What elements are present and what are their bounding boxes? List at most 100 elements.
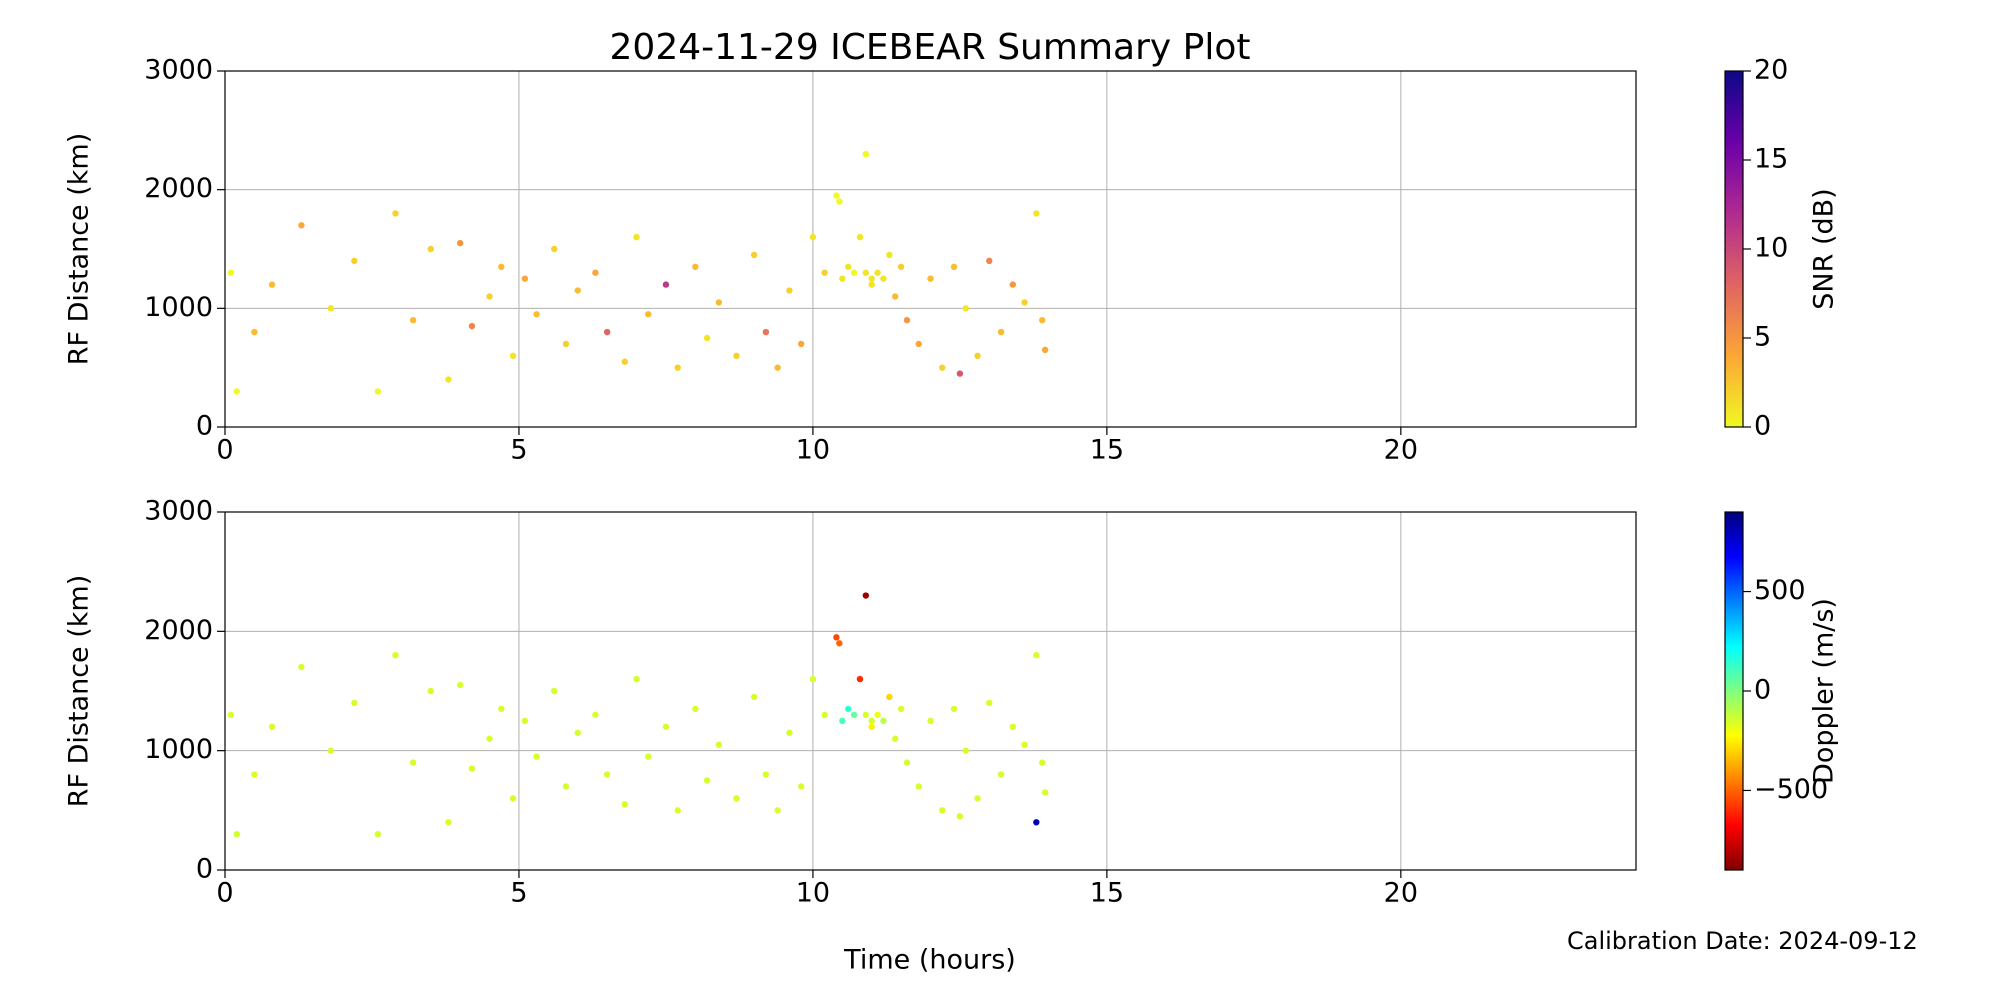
data-point bbox=[562, 340, 570, 348]
data-point bbox=[662, 281, 670, 288]
data-point bbox=[1033, 652, 1040, 659]
colorbar-tick-label: 10 bbox=[1754, 233, 1788, 264]
data-point bbox=[897, 263, 905, 270]
data-point bbox=[692, 263, 699, 270]
data-point bbox=[692, 705, 699, 713]
data-point bbox=[833, 634, 840, 641]
data-point bbox=[862, 711, 870, 719]
data-point bbox=[351, 699, 358, 707]
data-point bbox=[833, 192, 840, 199]
data-point bbox=[821, 269, 828, 276]
data-point bbox=[251, 328, 258, 336]
data-point bbox=[715, 299, 723, 306]
data-point bbox=[750, 693, 758, 701]
data-point bbox=[850, 269, 858, 276]
data-point bbox=[486, 293, 493, 300]
data-point bbox=[268, 723, 276, 730]
data-point bbox=[886, 251, 893, 259]
y-axis-label: RF Distance (km) bbox=[64, 133, 95, 366]
data-point bbox=[1041, 346, 1049, 354]
data-point bbox=[603, 328, 611, 336]
colorbar-tick-label: −500 bbox=[1754, 774, 1828, 805]
data-point bbox=[733, 352, 740, 359]
data-point bbox=[703, 334, 711, 342]
annotation: Calibration Date: 2024-09-12 bbox=[1567, 927, 1918, 955]
data-point bbox=[445, 376, 452, 383]
data-point bbox=[880, 275, 887, 282]
data-point bbox=[456, 239, 464, 247]
plot-frame bbox=[224, 511, 1637, 871]
chart-title: 2024-11-29 ICEBEAR Summary Plot bbox=[610, 27, 1251, 68]
data-point bbox=[633, 233, 640, 241]
colorbar-tick-label: 0 bbox=[1754, 411, 1771, 442]
data-point bbox=[621, 358, 628, 365]
data-point bbox=[997, 328, 1005, 336]
data-point bbox=[844, 263, 852, 270]
data-point bbox=[733, 795, 740, 802]
colorbar-label: SNR (dB) bbox=[1809, 188, 1840, 309]
data-point bbox=[1033, 210, 1040, 217]
data-point bbox=[950, 705, 958, 713]
data-point bbox=[986, 257, 993, 265]
data-point bbox=[997, 771, 1005, 778]
data-point bbox=[856, 675, 864, 683]
data-point bbox=[874, 269, 881, 276]
data-point bbox=[856, 233, 864, 241]
x-tick-label: 15 bbox=[1090, 878, 1124, 909]
data-point bbox=[374, 388, 382, 395]
data-point bbox=[351, 257, 358, 265]
data-point bbox=[974, 795, 981, 802]
data-point bbox=[786, 287, 793, 294]
data-point bbox=[915, 340, 922, 348]
colorbar-tick-label: 15 bbox=[1754, 144, 1788, 175]
data-point bbox=[809, 233, 817, 241]
data-point bbox=[809, 675, 817, 683]
data-point bbox=[1039, 317, 1046, 324]
data-point bbox=[468, 322, 476, 330]
data-point bbox=[986, 699, 993, 707]
data-point bbox=[844, 705, 852, 713]
data-point bbox=[892, 293, 899, 300]
data-point bbox=[868, 717, 875, 725]
y-tick-label: 1000 bbox=[144, 292, 213, 323]
data-point bbox=[962, 305, 969, 312]
data-point bbox=[886, 693, 893, 701]
data-point bbox=[574, 729, 581, 736]
data-point bbox=[603, 771, 611, 778]
x-tick-label: 10 bbox=[796, 878, 830, 909]
colorbar-label: Doppler (m/s) bbox=[1809, 598, 1840, 784]
data-point bbox=[468, 765, 476, 772]
data-point bbox=[374, 831, 382, 838]
data-point bbox=[486, 735, 493, 742]
data-point bbox=[227, 269, 235, 276]
colorbar bbox=[1724, 511, 1744, 871]
data-point bbox=[645, 753, 652, 760]
data-point bbox=[950, 263, 958, 270]
y-tick-label: 1000 bbox=[144, 734, 213, 765]
data-point bbox=[1009, 723, 1017, 730]
data-point bbox=[427, 245, 434, 253]
data-point bbox=[862, 269, 870, 276]
data-point bbox=[939, 807, 946, 814]
y-tick-label: 3000 bbox=[144, 55, 213, 86]
data-point bbox=[509, 352, 517, 359]
x-tick-label: 10 bbox=[796, 435, 830, 466]
data-point bbox=[327, 305, 335, 312]
data-point bbox=[762, 328, 770, 336]
data-point bbox=[674, 807, 681, 814]
data-point bbox=[298, 222, 305, 229]
data-point bbox=[703, 777, 711, 784]
data-point bbox=[533, 753, 540, 760]
x-tick-label: 0 bbox=[216, 878, 233, 909]
data-point bbox=[927, 717, 934, 725]
data-point bbox=[268, 281, 276, 288]
data-point bbox=[551, 245, 558, 253]
data-point bbox=[409, 317, 417, 324]
data-point bbox=[868, 281, 875, 288]
data-point bbox=[251, 771, 258, 778]
data-point bbox=[445, 819, 452, 826]
x-axis-label: Time (hours) bbox=[843, 945, 1016, 976]
data-point bbox=[797, 340, 805, 348]
colorbar-tick-label: 0 bbox=[1754, 675, 1771, 706]
